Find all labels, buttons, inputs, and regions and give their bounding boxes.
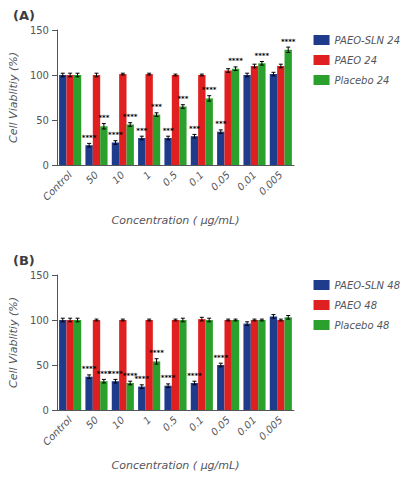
svg-text:****: ****: [108, 131, 123, 139]
svg-text:Placebo 24: Placebo 24: [335, 75, 390, 86]
svg-text:***: ***: [177, 95, 188, 103]
svg-text:100: 100: [30, 315, 49, 326]
svg-text:PAEO 24: PAEO 24: [335, 55, 377, 66]
svg-text:****: ****: [123, 372, 138, 380]
svg-text:0.5: 0.5: [160, 169, 179, 188]
svg-text:***: ***: [98, 114, 109, 122]
svg-text:Concentration ( μg/mL): Concentration ( μg/mL): [112, 459, 240, 472]
svg-text:50: 50: [36, 115, 49, 126]
svg-text:****: ****: [202, 86, 217, 94]
svg-text:****: ****: [161, 374, 176, 382]
svg-text:****: ****: [82, 365, 97, 373]
svg-text:****: ****: [281, 38, 296, 46]
svg-text:0.01: 0.01: [235, 414, 259, 438]
svg-text:(A): (A): [13, 8, 35, 23]
svg-text:0: 0: [43, 160, 49, 171]
svg-text:10: 10: [110, 169, 127, 186]
svg-text:50: 50: [84, 414, 101, 431]
svg-text:1: 1: [141, 414, 153, 426]
svg-text:****: ****: [123, 113, 138, 121]
svg-text:PAEO 48: PAEO 48: [335, 300, 377, 311]
svg-text:1: 1: [141, 169, 153, 181]
svg-text:****: ****: [228, 57, 243, 65]
svg-text:0.5: 0.5: [160, 414, 179, 433]
svg-text:0.05: 0.05: [209, 414, 233, 438]
svg-text:****: ****: [82, 134, 97, 142]
svg-text:10: 10: [110, 414, 127, 431]
svg-text:PAEO-SLN 48: PAEO-SLN 48: [335, 280, 400, 291]
svg-text:150: 150: [30, 25, 49, 36]
svg-text:Cell Viablitiy (%): Cell Viablitiy (%): [7, 52, 20, 143]
svg-text:50: 50: [84, 169, 101, 186]
svg-text:0: 0: [43, 405, 49, 416]
svg-text:0.01: 0.01: [235, 169, 259, 193]
svg-text:****: ****: [149, 349, 164, 357]
svg-text:***: ***: [189, 125, 200, 133]
svg-text:0.005: 0.005: [257, 169, 285, 197]
svg-text:***: ***: [163, 127, 174, 135]
svg-text:****: ****: [187, 372, 202, 380]
svg-text:150: 150: [30, 270, 49, 281]
svg-text:Control: Control: [41, 414, 75, 448]
svg-text:50: 50: [36, 360, 49, 371]
svg-text:Placebo 48: Placebo 48: [335, 320, 390, 331]
svg-text:***: ***: [215, 120, 226, 128]
svg-text:100: 100: [30, 70, 49, 81]
svg-text:****: ****: [213, 354, 228, 362]
svg-text:0.005: 0.005: [257, 414, 285, 442]
svg-text:***: ***: [151, 103, 162, 111]
svg-text:Cell Viablitiy (%): Cell Viablitiy (%): [7, 297, 20, 388]
svg-text:****: ****: [97, 370, 112, 378]
svg-text:PAEO-SLN 24: PAEO-SLN 24: [335, 35, 400, 46]
svg-text:0.05: 0.05: [209, 169, 233, 193]
svg-text:Control: Control: [41, 169, 75, 203]
svg-text:(B): (B): [13, 253, 35, 268]
svg-text:0.1: 0.1: [187, 414, 206, 433]
svg-text:****: ****: [255, 52, 270, 60]
svg-text:***: ***: [136, 127, 147, 135]
svg-text:0.1: 0.1: [187, 169, 206, 188]
svg-text:Concentration ( μg/mL): Concentration ( μg/mL): [112, 214, 240, 227]
